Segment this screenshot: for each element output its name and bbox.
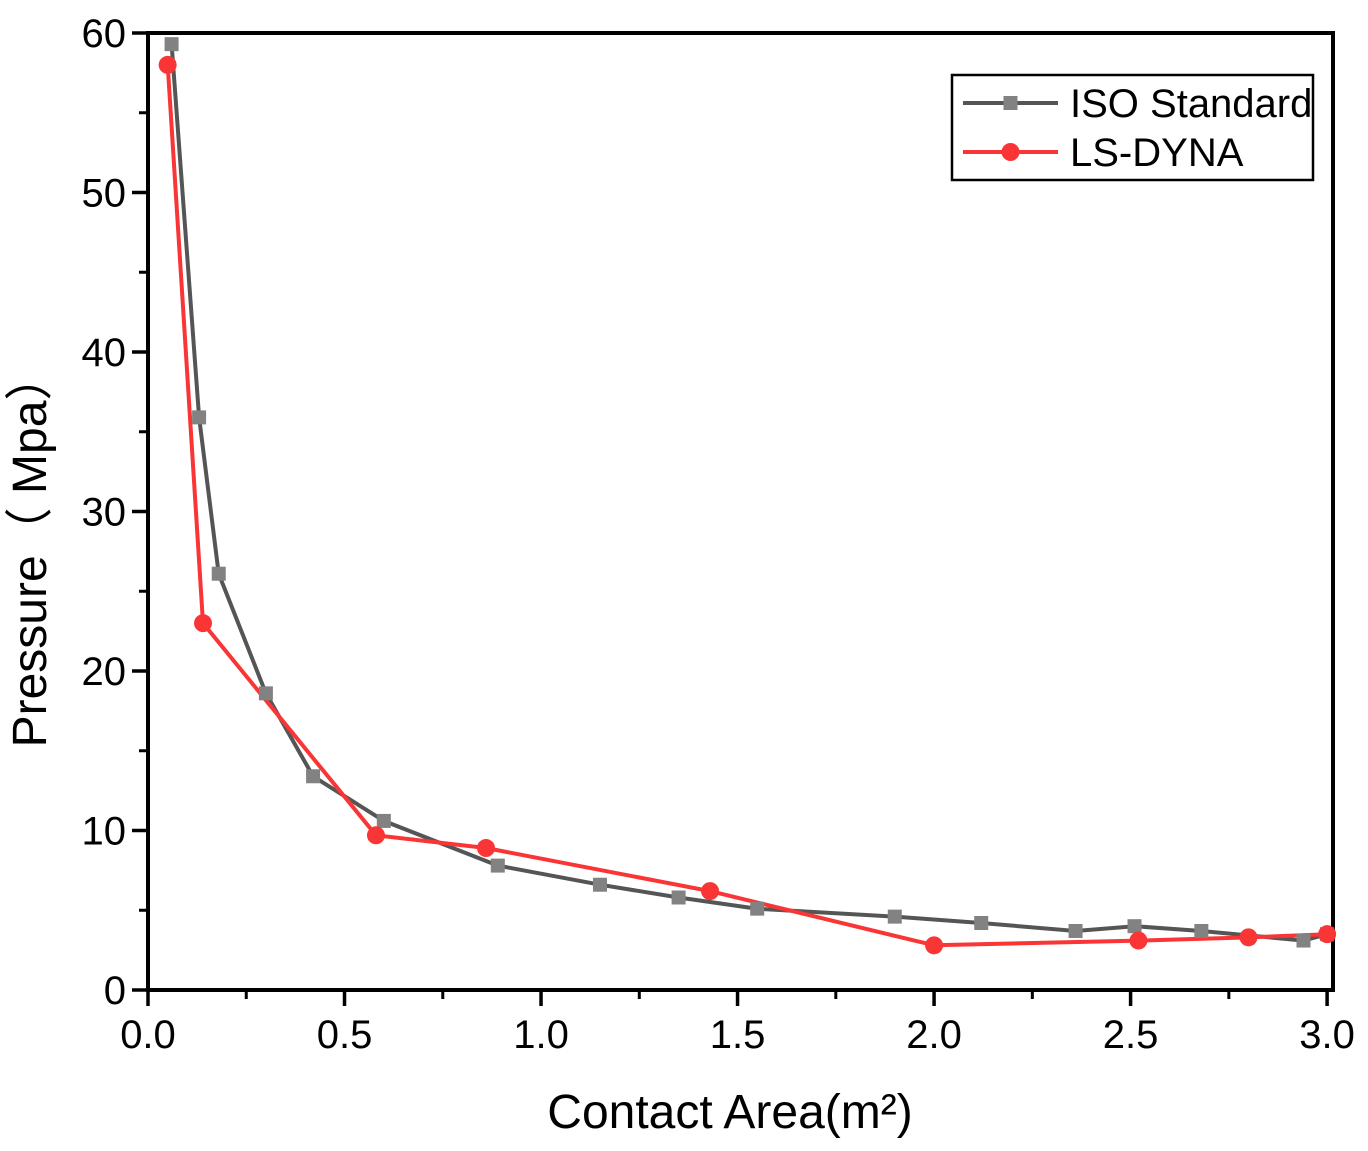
x-tick-label: 2.0 bbox=[906, 1013, 962, 1057]
iso-standard-square-marker bbox=[592, 877, 607, 892]
ls-dyna-circle-marker bbox=[1129, 931, 1148, 950]
ls-dyna-circle-marker bbox=[158, 55, 177, 74]
ls-dyna-circle-marker bbox=[701, 882, 720, 901]
circle-marker-icon bbox=[1001, 143, 1020, 161]
iso-standard-square-marker bbox=[1068, 923, 1083, 938]
x-tick-label: 0.5 bbox=[317, 1013, 373, 1057]
x-axis-title: Contact Area(m²) bbox=[547, 1086, 912, 1139]
iso-standard-square-marker bbox=[1296, 933, 1311, 948]
x-tick-label: 2.5 bbox=[1103, 1013, 1159, 1057]
iso-standard-square-marker bbox=[192, 410, 207, 425]
iso-standard-square-marker bbox=[887, 909, 902, 924]
x-tick-label: 1.0 bbox=[513, 1013, 569, 1057]
iso-standard-square-marker bbox=[490, 858, 505, 873]
x-tick-label: 3.0 bbox=[1299, 1013, 1355, 1057]
y-tick-label: 0 bbox=[104, 969, 126, 1013]
y-tick-label: 50 bbox=[82, 172, 127, 216]
legend-entry-iso-standard: ISO Standard bbox=[963, 82, 1312, 126]
legend-label-iso-standard: ISO Standard bbox=[1070, 82, 1312, 126]
y-tick-label: 10 bbox=[82, 810, 127, 854]
iso-standard-square-marker bbox=[211, 566, 226, 581]
ls-dyna-line bbox=[165, 64, 1328, 948]
y-axis-title: Pressure（ Mpa） bbox=[4, 353, 57, 748]
y-tick-label: 60 bbox=[82, 12, 127, 56]
y-tick-label: 20 bbox=[82, 650, 127, 694]
y-tick-label: 30 bbox=[82, 491, 127, 535]
ls-dyna-circle-marker bbox=[1318, 925, 1337, 944]
plot-area: 0.0 0.5 1.0 1.5 2.0 2.5 3.0 0 10 20 30 40 50 60 bbox=[82, 12, 1355, 1057]
iso-standard-square-marker bbox=[306, 769, 321, 784]
ls-dyna-circle-marker bbox=[194, 614, 213, 633]
y-tick-label: 40 bbox=[82, 331, 127, 375]
legend-box bbox=[950, 73, 1315, 182]
square-marker-icon bbox=[1003, 96, 1018, 110]
x-tick-label: 0.0 bbox=[120, 1013, 176, 1057]
iso-standard-square-marker bbox=[1194, 923, 1209, 938]
legend-label-ls-dyna: LS-DYNA bbox=[1070, 131, 1244, 175]
iso-standard-square-marker bbox=[258, 686, 273, 701]
ls-dyna-circle-marker bbox=[1239, 928, 1258, 947]
legend: ISO Standard LS-DYNA bbox=[950, 73, 1315, 182]
ls-dyna-circle-marker bbox=[477, 839, 496, 858]
iso-standard-square-marker bbox=[974, 916, 989, 931]
x-tick-label: 1.5 bbox=[710, 1013, 766, 1057]
iso-standard-square-marker bbox=[750, 901, 765, 916]
iso-standard-square-marker bbox=[671, 890, 686, 905]
iso-standard-square-marker bbox=[164, 37, 179, 52]
ls-dyna-circle-marker bbox=[366, 826, 385, 845]
legend-entry-ls-dyna: LS-DYNA bbox=[963, 131, 1244, 175]
iso-standard-square-marker bbox=[376, 813, 391, 828]
iso-standard-square-marker bbox=[1127, 919, 1142, 934]
ls-dyna-circle-marker bbox=[925, 936, 944, 955]
